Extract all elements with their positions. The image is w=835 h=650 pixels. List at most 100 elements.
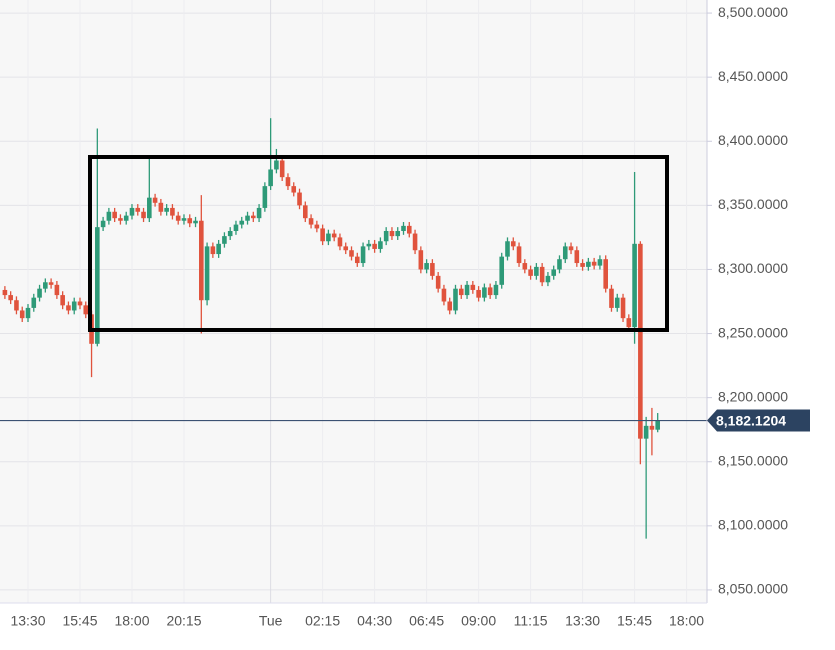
candle-body	[129, 207, 135, 216]
candle-body	[14, 300, 19, 311]
grid	[0, 0, 707, 603]
candle-body	[141, 211, 146, 219]
candle-body	[285, 177, 291, 187]
candle-body	[164, 207, 169, 212]
candle-body	[476, 289, 481, 298]
candle-body	[614, 297, 620, 308]
candle-body	[233, 224, 239, 231]
candle-body	[279, 160, 285, 178]
current-price-tag	[707, 409, 810, 432]
candle-body	[245, 215, 250, 221]
candle-body	[349, 250, 354, 257]
candle-body	[649, 425, 655, 430]
candle-body	[239, 220, 245, 225]
candle-body	[655, 420, 660, 430]
candle-body	[175, 215, 181, 221]
candle-body	[25, 307, 31, 319]
candle-body	[493, 284, 499, 296]
candle-body	[510, 241, 516, 247]
candle-body	[447, 301, 453, 311]
candle-body	[48, 282, 54, 285]
candle-body	[534, 266, 539, 276]
x-tick-label: 13:30	[565, 613, 600, 629]
x-tick-label: 04:30	[357, 613, 392, 629]
candle-body	[256, 207, 262, 219]
candle-body	[262, 186, 268, 208]
candle-body	[123, 215, 129, 221]
candle-body	[580, 263, 585, 267]
candle-body	[522, 263, 528, 270]
x-tick-label: 15:45	[617, 613, 652, 629]
candle-body	[505, 241, 510, 257]
candle-body	[291, 186, 297, 193]
candle-body	[343, 246, 349, 251]
candle-body	[516, 246, 522, 264]
y-tick-label: 8,100.0000	[718, 517, 788, 533]
candle-body	[100, 220, 106, 228]
candle-body	[591, 261, 597, 266]
candle-body	[430, 263, 435, 276]
candle-body	[401, 225, 406, 231]
candle-body	[557, 259, 562, 270]
x-tick-label: 18:00	[669, 613, 704, 629]
candle-body	[152, 197, 158, 203]
candle-body	[372, 243, 377, 249]
candle-body	[37, 288, 42, 298]
candle-body	[43, 282, 48, 289]
candle-body	[354, 256, 360, 264]
candle-body	[551, 269, 557, 276]
y-tick-label: 8,300.0000	[718, 260, 788, 276]
candle-body	[83, 305, 89, 315]
x-tick-label: 06:45	[409, 613, 444, 629]
x-tick-label: 13:30	[10, 613, 45, 629]
candle-body	[568, 246, 574, 251]
candle-body	[54, 284, 60, 296]
candle-body	[135, 207, 141, 212]
candle-body	[366, 243, 372, 247]
candle-body	[187, 218, 193, 224]
x-tick-label: 20:15	[166, 613, 201, 629]
current-price-label: 8,182.1204	[716, 412, 786, 428]
candle-body	[170, 207, 175, 216]
candle-body	[470, 284, 476, 290]
candle-body	[626, 318, 632, 328]
candles	[0, 118, 707, 539]
candle-body	[158, 202, 164, 212]
y-tick-label: 8,500.0000	[718, 4, 788, 20]
x-tick-label: 02:15	[305, 613, 340, 629]
candle-body	[60, 295, 65, 306]
candle-body	[487, 287, 493, 296]
candle-body	[597, 259, 603, 266]
candle-body	[66, 305, 71, 311]
candle-body	[147, 197, 152, 219]
candle-body	[331, 233, 337, 238]
candle-body	[383, 230, 389, 242]
candle-body	[112, 211, 117, 219]
candle-body	[638, 243, 643, 439]
candle-body	[395, 230, 401, 237]
y-tick-label: 8,350.0000	[718, 196, 788, 212]
y-tick-label: 8,400.0000	[718, 132, 788, 148]
candle-body	[297, 192, 302, 206]
candle-body	[562, 246, 568, 260]
candle-body	[71, 301, 77, 311]
candle-body	[441, 288, 447, 302]
candle-body	[308, 218, 314, 225]
candle-body	[499, 256, 505, 285]
candle-body	[586, 261, 591, 267]
candle-body	[274, 160, 279, 170]
candle-body	[181, 218, 187, 221]
candle-body	[378, 241, 383, 249]
candle-body	[193, 220, 198, 224]
candle-body	[337, 237, 343, 247]
candle-body	[302, 205, 308, 219]
candle-body	[326, 233, 331, 242]
candle-body	[424, 263, 429, 270]
x-tick-label: 11:15	[514, 613, 548, 629]
candle-body	[458, 288, 464, 296]
candle-body	[268, 169, 273, 187]
candle-body	[2, 289, 8, 296]
x-tick-label: 09:00	[461, 613, 496, 629]
